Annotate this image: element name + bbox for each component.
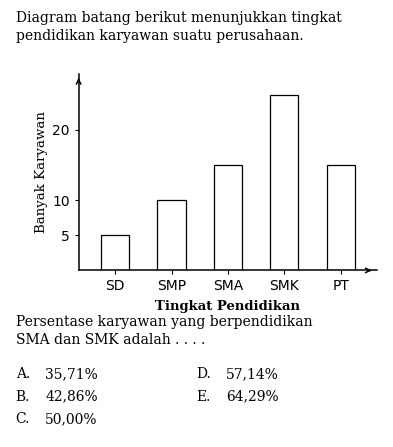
Text: 35,71%: 35,71%: [45, 367, 98, 381]
Text: Diagram batang berikut menunjukkan tingkat
pendidikan karyawan suatu perusahaan.: Diagram batang berikut menunjukkan tingk…: [16, 11, 342, 43]
Text: B.: B.: [16, 390, 30, 404]
Bar: [158, 200, 185, 270]
Text: C.: C.: [16, 412, 30, 426]
X-axis label: Tingkat Pendidikan: Tingkat Pendidikan: [156, 300, 300, 313]
Bar: [270, 95, 298, 270]
Text: E.: E.: [196, 390, 211, 404]
Text: A.: A.: [16, 367, 30, 381]
Text: 50,00%: 50,00%: [45, 412, 98, 426]
Text: D.: D.: [196, 367, 211, 381]
Y-axis label: Banyak Karyawan: Banyak Karyawan: [35, 111, 48, 233]
Text: Persentase karyawan yang berpendidikan
SMA dan SMK adalah . . . .: Persentase karyawan yang berpendidikan S…: [16, 315, 312, 347]
Text: 57,14%: 57,14%: [226, 367, 279, 381]
Text: 64,29%: 64,29%: [226, 390, 279, 404]
Bar: [101, 235, 129, 270]
Bar: [214, 165, 242, 270]
Text: 42,86%: 42,86%: [45, 390, 98, 404]
Bar: [327, 165, 355, 270]
